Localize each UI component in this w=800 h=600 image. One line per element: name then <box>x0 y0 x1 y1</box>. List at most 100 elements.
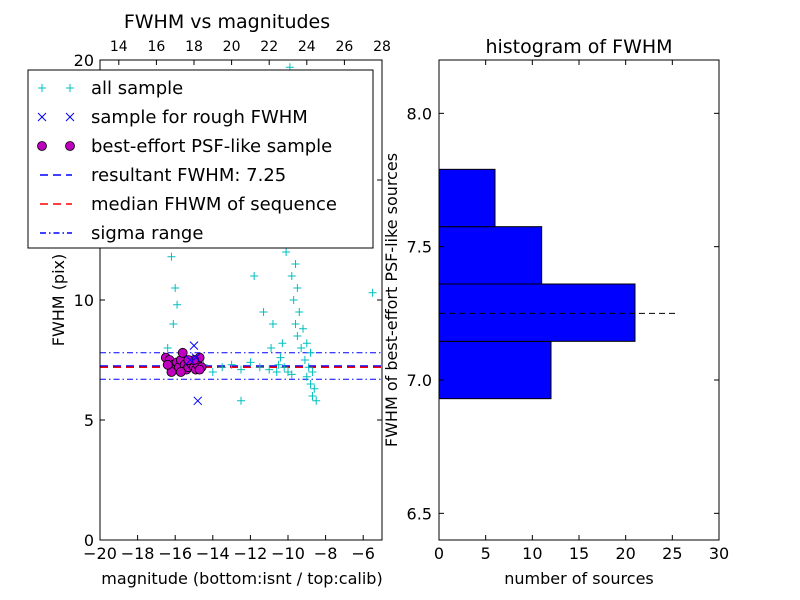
all-sample-point <box>237 396 245 405</box>
best-effort-point <box>183 355 194 365</box>
legend-box <box>27 69 374 249</box>
all-sample-point <box>306 380 315 388</box>
all-sample-point <box>291 260 300 268</box>
scatter-title: FWHM vs magnitudes <box>124 11 330 33</box>
legend-label-rough: sample for rough FWHM <box>91 107 308 128</box>
scatter-x-tick-label: −10 <box>271 544 305 563</box>
scatter-top-x-tick-label: 22 <box>260 39 278 55</box>
all-sample-point <box>173 300 182 309</box>
all-sample-point <box>267 344 276 352</box>
legend-swatch-rough <box>65 112 75 122</box>
legend-swatch-all <box>66 84 74 92</box>
all-sample-point <box>295 308 304 316</box>
hist-ylabel: FWHM of best-effort PSF-like sources <box>382 153 401 447</box>
best-effort-point <box>194 364 205 375</box>
all-sample-point <box>246 358 255 367</box>
all-sample-point <box>272 368 281 376</box>
histogram-bar <box>438 226 543 285</box>
all-sample-point <box>278 339 287 348</box>
hist-x-tick-label: 20 <box>615 544 635 563</box>
scatter-x-tick-label: −16 <box>158 544 192 563</box>
scatter-legend: all sample sample for rough FWHM best-effo… <box>27 69 374 249</box>
all-sample-point <box>289 296 298 304</box>
all-sample-point <box>287 370 296 379</box>
all-sample-point <box>282 248 291 256</box>
scatter-chart: FWHM vs magnitudes magnitude (bottom:isn… <box>27 11 391 588</box>
scatter-x-tick-label: −18 <box>121 544 155 563</box>
all-sample-point <box>274 360 283 369</box>
best-effort-point <box>162 359 173 370</box>
scatter-x-tick-label: −6 <box>351 544 375 563</box>
all-sample-point <box>291 320 300 328</box>
histogram-bar <box>438 283 636 342</box>
all-sample-point <box>218 363 227 372</box>
rough-sample-point <box>191 353 201 362</box>
all-sample-point <box>368 288 377 297</box>
rough-sample-point <box>185 355 195 365</box>
scatter-top-x-tick-label: 14 <box>110 39 128 55</box>
legend-swatch-best <box>37 141 47 151</box>
scatter-top-x-tick-label: 16 <box>147 39 165 55</box>
all-sample-point <box>276 353 285 362</box>
scatter-top-x-tick-label: 24 <box>298 39 316 55</box>
scatter-y-tick-label: 5 <box>84 411 94 430</box>
all-sample-point <box>302 339 311 348</box>
hist-y-tick-label: 8.0 <box>407 104 432 123</box>
scatter-plot-area <box>100 63 382 406</box>
scatter-top-x-tick-label: 18 <box>185 39 203 55</box>
all-sample-point <box>308 368 317 376</box>
scatter-y-tick-label: 20 <box>74 51 94 70</box>
scatter-x-tick-label: −8 <box>314 544 338 563</box>
hist-x-tick-label: 15 <box>569 544 589 563</box>
rough-sample-point <box>193 396 203 406</box>
scatter-y-tick-label: 10 <box>74 291 94 310</box>
scatter-x-tick-label: −12 <box>234 544 268 563</box>
scatter-marks <box>100 63 382 406</box>
all-sample-point <box>268 320 277 328</box>
all-sample-point <box>250 272 259 280</box>
best-effort-point <box>177 347 188 358</box>
best-effort-point <box>175 367 186 377</box>
legend-label-median: median FHWM of sequence <box>91 194 337 215</box>
all-sample-point <box>167 252 176 261</box>
scatter-top-x-tick-label: 26 <box>335 39 353 55</box>
scatter-y-tick-label: 0 <box>84 531 94 550</box>
legend-swatch-rough <box>37 112 47 122</box>
scatter-xlabel: magnitude (bottom:isnt / top:calib) <box>101 569 382 588</box>
all-sample-point <box>280 363 289 372</box>
all-sample-point <box>255 363 264 372</box>
legend-label-all: all sample <box>91 78 183 99</box>
all-sample-point <box>299 324 308 333</box>
hist-x-tick-label: 0 <box>434 544 444 563</box>
hist-x-tick-label: 5 <box>481 544 491 563</box>
all-sample-point <box>265 365 274 374</box>
all-sample-point <box>227 360 236 369</box>
all-sample-point <box>293 284 302 292</box>
all-sample-point <box>308 392 317 400</box>
all-sample-point <box>304 363 313 372</box>
histogram-bars <box>438 168 636 400</box>
legend-label-resultant: resultant FWHM: 7.25 <box>91 165 286 186</box>
all-sample-point <box>169 320 178 328</box>
all-sample-point <box>208 368 217 376</box>
all-sample-point <box>297 344 306 352</box>
all-sample-point <box>259 308 268 316</box>
all-sample-point <box>237 365 245 374</box>
legend-swatch-best <box>65 141 75 151</box>
all-sample-point <box>302 372 311 381</box>
scatter-x-tick-label: −14 <box>196 544 230 563</box>
hist-x-tick-label: 10 <box>522 544 542 563</box>
all-sample-point <box>171 284 180 292</box>
all-sample-point <box>310 384 319 393</box>
histogram-chart: histogram of FWHM number of sources FWHM… <box>382 36 729 588</box>
scatter-ylabel: FWHM (pix) <box>49 254 68 347</box>
legend-label-sigma: sigma range <box>91 223 203 244</box>
legend-swatch-all <box>38 84 46 92</box>
scatter-top-x-tick-label: 20 <box>223 39 241 55</box>
all-sample-point <box>287 272 296 280</box>
all-sample-point <box>300 356 309 364</box>
all-sample-point <box>306 348 315 357</box>
all-sample-point <box>312 396 321 405</box>
scatter-x-tick-label: −20 <box>83 544 117 563</box>
